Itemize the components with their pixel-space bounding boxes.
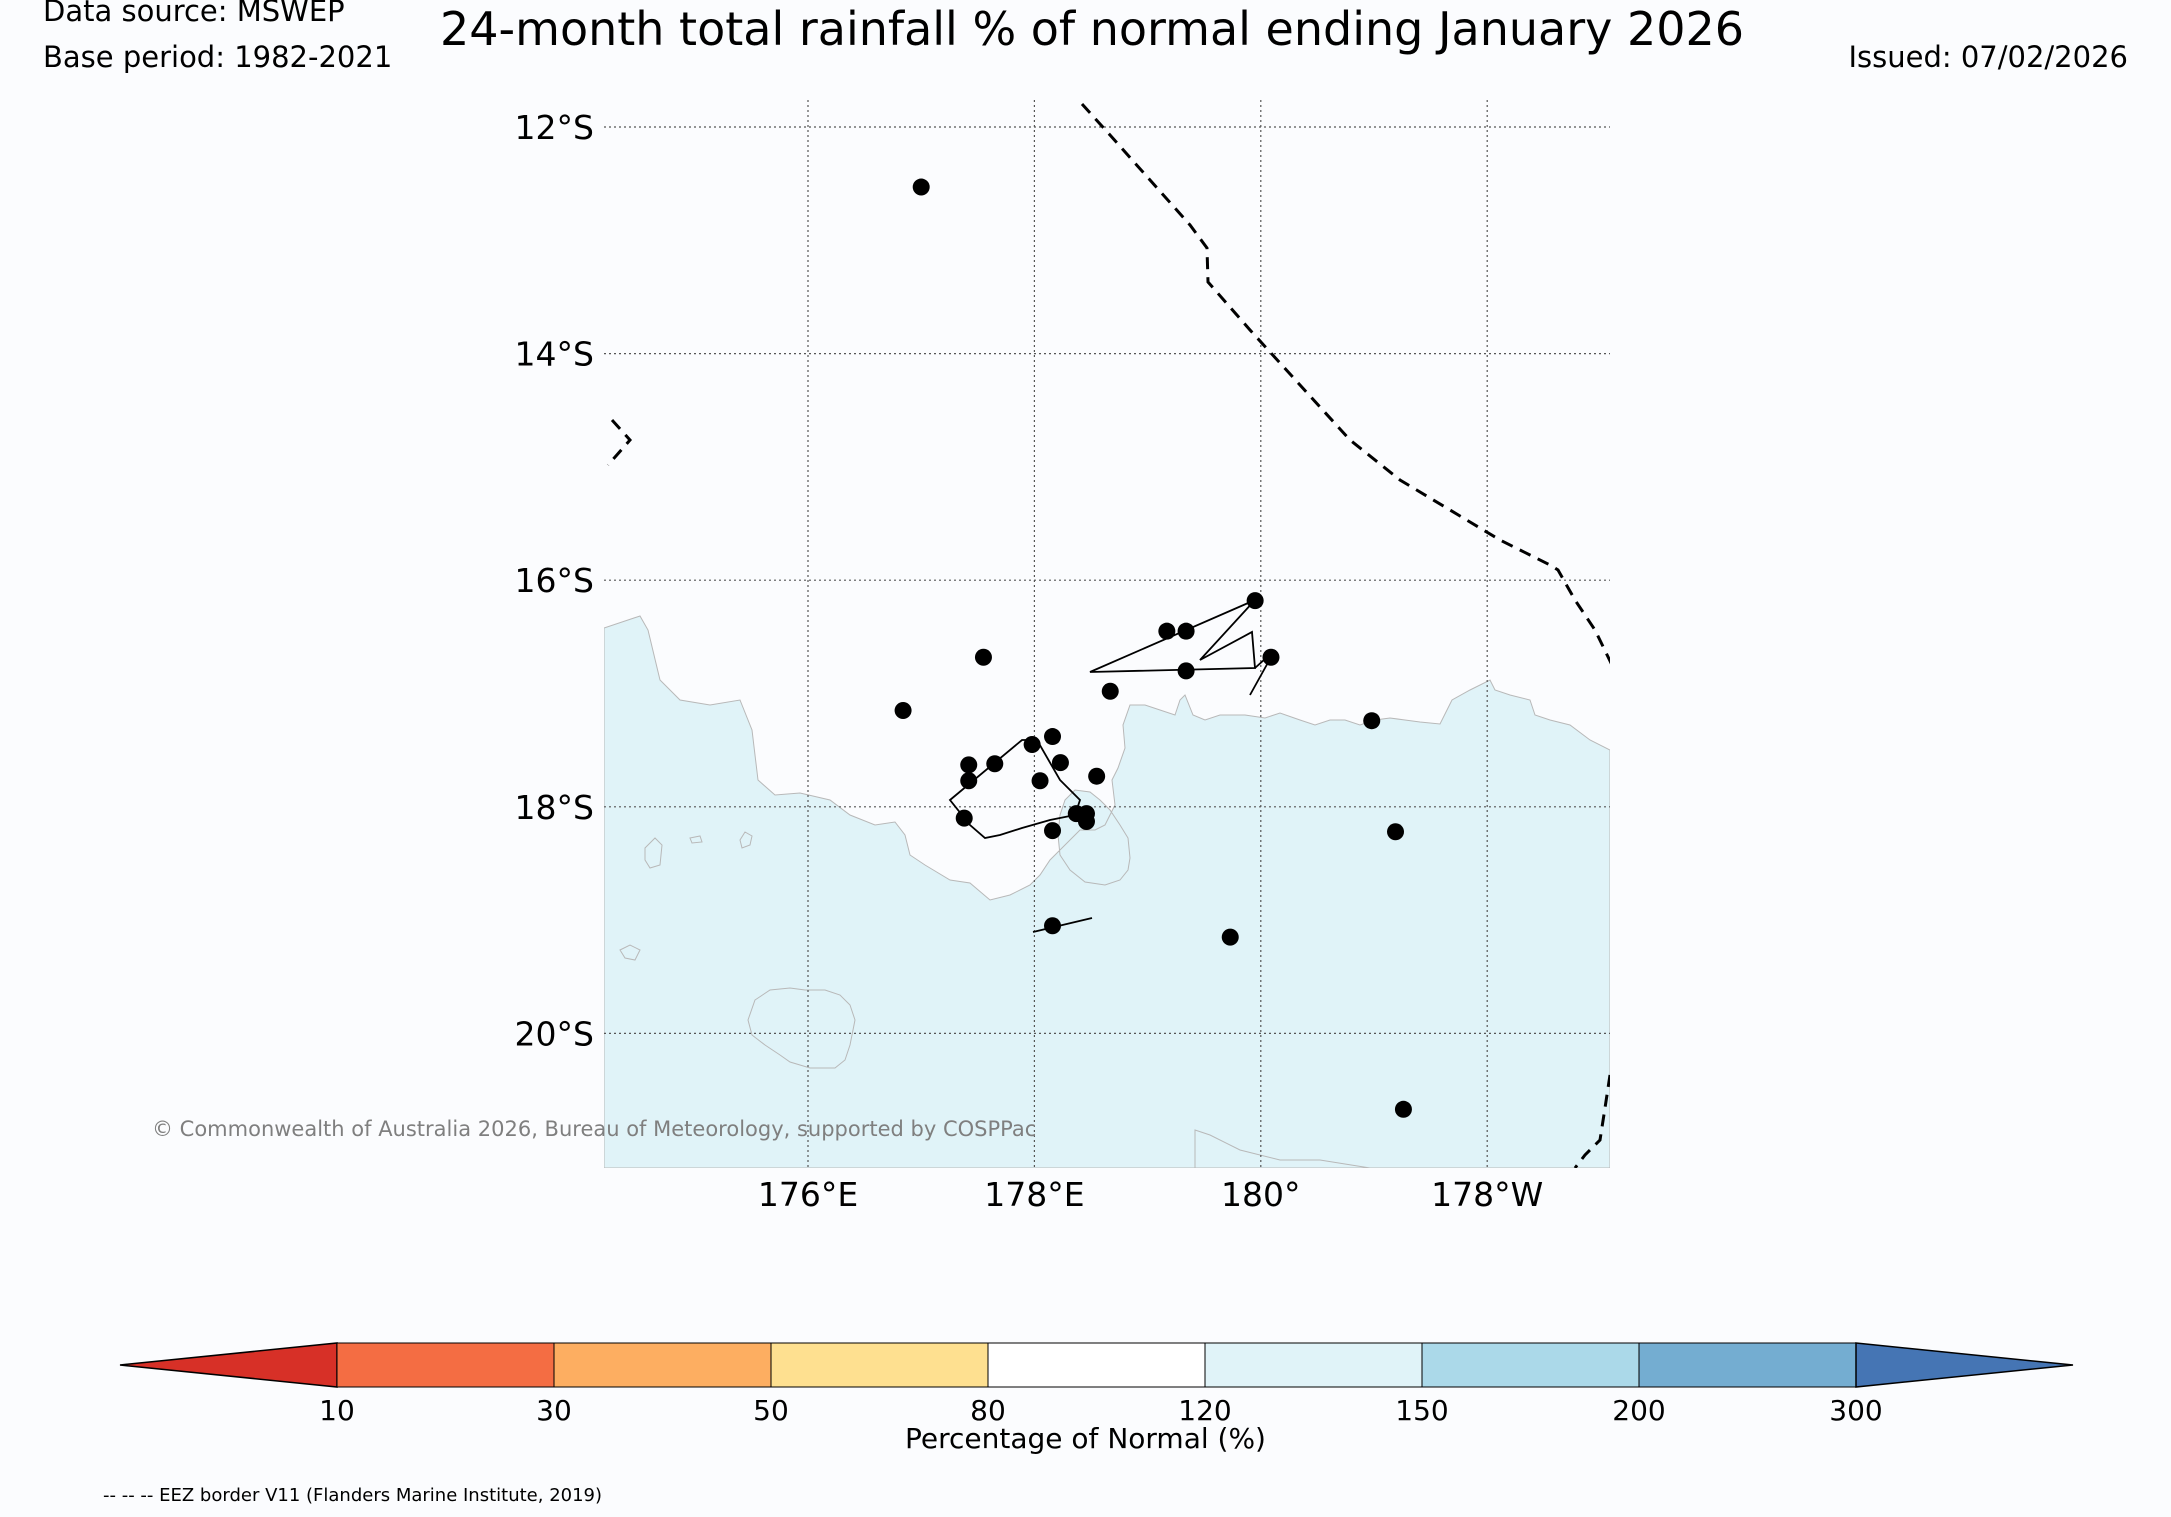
colorbar-segment	[336, 1342, 555, 1388]
station-dot	[1177, 622, 1195, 640]
map-area	[604, 100, 1610, 1168]
eez-legend-note: -- -- -- EEZ border V11 (Flanders Marine…	[103, 1485, 603, 1506]
lat-label: 12°S	[515, 108, 594, 147]
station-dot	[1158, 622, 1176, 640]
colorbar-segment	[987, 1342, 1206, 1388]
station-dot	[974, 648, 992, 666]
colorbar-segment	[1638, 1342, 1857, 1388]
station-dot	[1262, 648, 1280, 666]
station-dot	[1088, 767, 1106, 785]
lat-label: 20°S	[515, 1014, 594, 1053]
colorbar-tick-label: 150	[1395, 1394, 1448, 1427]
base-period-text: Base period: 1982-2021	[43, 40, 393, 74]
colorbar-tick-label: 50	[753, 1394, 789, 1427]
station-dot	[1246, 592, 1264, 610]
station-dot	[1031, 772, 1049, 790]
colorbar-extend-high	[1855, 1342, 2074, 1388]
copyright-notice: © Commonwealth of Australia 2026, Bureau…	[152, 1117, 1037, 1141]
lat-label: 16°S	[515, 561, 594, 600]
data-source-text: Data source: MSWEP	[43, 0, 345, 28]
station-dot	[986, 755, 1004, 773]
colorbar-extend-low	[119, 1342, 338, 1388]
station-dot	[960, 756, 978, 774]
lat-label: 18°S	[515, 788, 594, 827]
station-dot	[1387, 823, 1405, 841]
colorbar-segment	[1421, 1342, 1640, 1388]
colorbar-tick-label: 30	[536, 1394, 572, 1427]
colorbar-tick-label: 200	[1612, 1394, 1665, 1427]
issued-date-text: Issued: 07/02/2026	[1848, 40, 2128, 74]
station-dot	[1051, 754, 1069, 772]
station-dot	[1077, 813, 1095, 831]
lon-label: 180°	[1221, 1175, 1301, 1214]
longitude-labels: 176°E 178°E 180° 178°W	[758, 1175, 1543, 1214]
colorbar-tick-label: 300	[1829, 1394, 1882, 1427]
station-dot	[1177, 662, 1195, 680]
station-dot	[894, 701, 912, 719]
colorbar-tick-label: 120	[1178, 1394, 1231, 1427]
map-title: 24-month total rainfall % of normal endi…	[440, 2, 1745, 56]
colorbar-segment	[1204, 1342, 1423, 1388]
lon-label: 176°E	[758, 1175, 858, 1214]
colorbar-tick-label: 10	[319, 1394, 355, 1427]
lat-label: 14°S	[515, 335, 594, 374]
rainfall-120-150-region	[604, 615, 1610, 1168]
colorbar: 10 30 50 80 120 150 200 300	[119, 1342, 2074, 1427]
station-dot	[1394, 1100, 1412, 1118]
station-dot	[960, 772, 978, 790]
eez-border	[606, 102, 1610, 1168]
station-markers	[894, 178, 1412, 1118]
map-graticule	[604, 100, 1610, 1168]
lon-label: 178°E	[984, 1175, 1084, 1214]
latitude-labels: 12°S 14°S 16°S 18°S 20°S	[515, 108, 594, 1053]
station-dot	[1221, 928, 1239, 946]
colorbar-segment	[553, 1342, 772, 1388]
colorbar-tick-label: 80	[970, 1394, 1006, 1427]
colorbar-label: Percentage of Normal (%)	[905, 1422, 1266, 1455]
station-dot	[1363, 712, 1381, 730]
colorbar-segment	[770, 1342, 989, 1388]
station-dot	[1101, 682, 1119, 700]
station-dot	[1023, 735, 1041, 753]
station-dot	[1044, 917, 1062, 935]
lon-label: 178°W	[1431, 1175, 1543, 1214]
station-dot	[1044, 728, 1062, 746]
station-dot	[912, 178, 930, 196]
station-dot	[1044, 822, 1062, 840]
station-dot	[955, 809, 973, 827]
